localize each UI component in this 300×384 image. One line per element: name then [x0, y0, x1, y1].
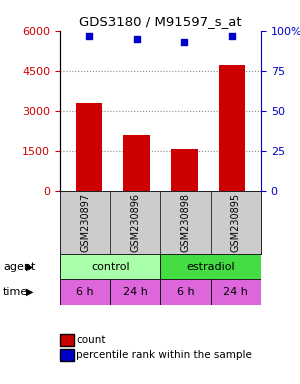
Bar: [211, 279, 261, 305]
Bar: [160, 254, 261, 279]
Text: agent: agent: [3, 262, 35, 271]
Text: estradiol: estradiol: [186, 262, 235, 271]
Bar: [171, 149, 198, 191]
Text: time: time: [3, 287, 28, 297]
Text: GSM230895: GSM230895: [231, 193, 241, 252]
Text: GSM230898: GSM230898: [181, 193, 190, 252]
Text: GSM230896: GSM230896: [130, 193, 140, 252]
Bar: [60, 254, 160, 279]
Title: GDS3180 / M91597_s_at: GDS3180 / M91597_s_at: [79, 15, 242, 28]
Text: 6 h: 6 h: [177, 287, 194, 297]
Bar: [123, 135, 150, 191]
Point: [230, 33, 235, 39]
Point: [182, 39, 187, 45]
Point: [134, 36, 139, 42]
Text: count: count: [76, 335, 106, 345]
Text: control: control: [91, 262, 130, 271]
Bar: [110, 279, 160, 305]
Bar: [76, 103, 102, 191]
Text: percentile rank within the sample: percentile rank within the sample: [76, 350, 252, 360]
Point: [86, 33, 91, 39]
Text: 6 h: 6 h: [76, 287, 94, 297]
Text: 24 h: 24 h: [123, 287, 148, 297]
Text: GSM230897: GSM230897: [80, 193, 90, 252]
Bar: [160, 279, 211, 305]
Bar: [219, 65, 245, 191]
Text: 24 h: 24 h: [224, 287, 248, 297]
Bar: [60, 279, 110, 305]
Text: ▶: ▶: [26, 287, 34, 297]
Text: ▶: ▶: [26, 262, 34, 271]
